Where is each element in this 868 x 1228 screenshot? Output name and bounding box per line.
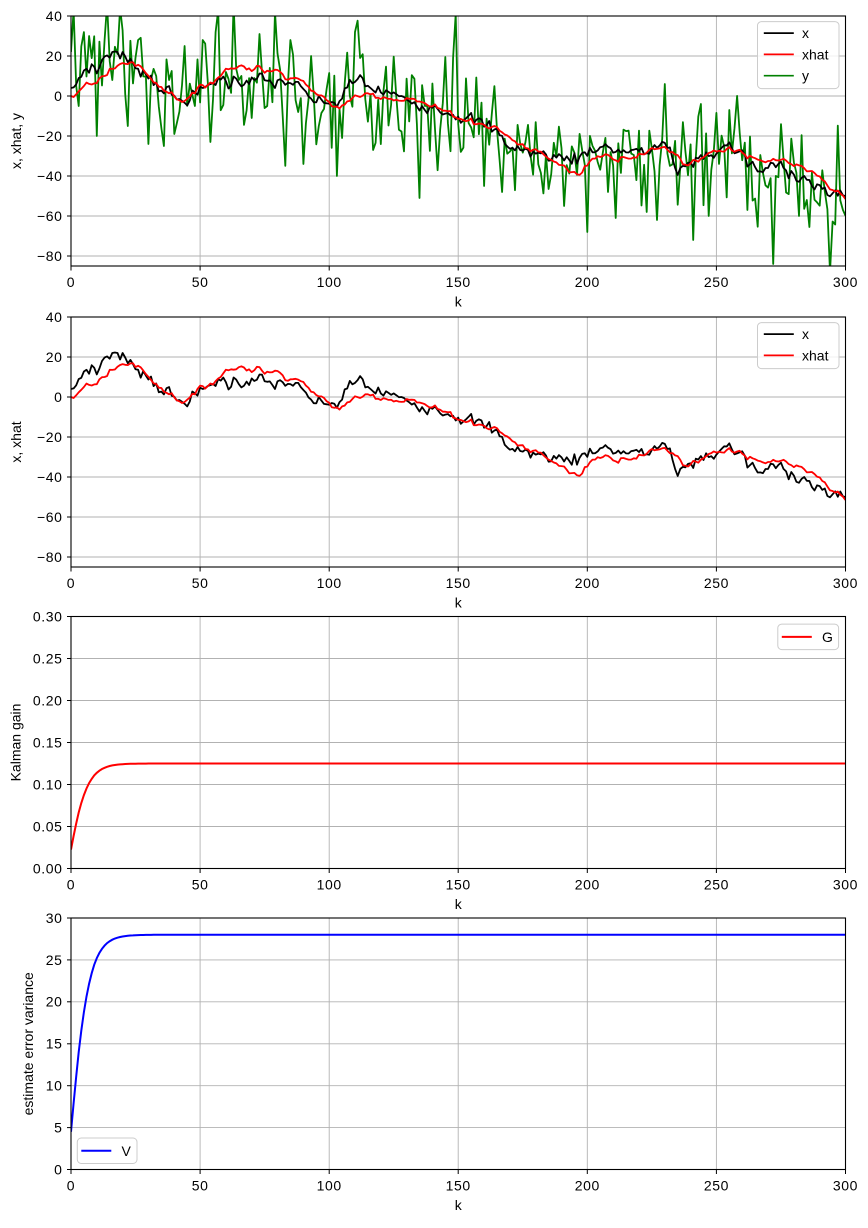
svg-text:k: k	[455, 294, 463, 310]
svg-text:estimate error variance: estimate error variance	[20, 972, 36, 1115]
svg-text:100: 100	[317, 1178, 342, 1194]
svg-text:250: 250	[704, 1178, 729, 1194]
svg-text:50: 50	[192, 877, 209, 893]
svg-text:100: 100	[317, 877, 342, 893]
svg-text:250: 250	[704, 575, 729, 591]
svg-text:250: 250	[704, 274, 729, 290]
svg-text:150: 150	[446, 575, 471, 591]
svg-text:xhat: xhat	[802, 46, 829, 62]
svg-text:20: 20	[46, 349, 63, 365]
svg-text:300: 300	[833, 877, 858, 893]
svg-text:0: 0	[67, 274, 75, 290]
svg-text:50: 50	[192, 575, 209, 591]
svg-text:25: 25	[46, 952, 63, 968]
svg-text:−60: −60	[37, 208, 63, 224]
svg-text:x: x	[802, 326, 809, 342]
svg-text:0.20: 0.20	[33, 692, 63, 708]
svg-text:x, xhat, y: x, xhat, y	[8, 113, 24, 169]
svg-text:30: 30	[46, 910, 63, 926]
svg-text:−60: −60	[37, 509, 63, 525]
svg-text:x, xhat: x, xhat	[8, 421, 24, 462]
svg-text:−80: −80	[37, 248, 63, 264]
svg-text:−40: −40	[37, 168, 63, 184]
svg-text:50: 50	[192, 274, 209, 290]
svg-text:150: 150	[446, 1178, 471, 1194]
svg-text:0.15: 0.15	[33, 734, 63, 750]
svg-text:0: 0	[54, 389, 62, 405]
svg-text:300: 300	[833, 274, 858, 290]
svg-text:20: 20	[46, 994, 63, 1010]
svg-text:0: 0	[67, 1178, 75, 1194]
svg-text:0.30: 0.30	[33, 608, 63, 624]
svg-text:0: 0	[54, 1161, 62, 1177]
svg-text:0.10: 0.10	[33, 776, 63, 792]
svg-text:k: k	[455, 595, 463, 611]
svg-text:40: 40	[46, 8, 63, 24]
svg-text:0: 0	[67, 877, 75, 893]
svg-text:250: 250	[704, 877, 729, 893]
svg-text:0: 0	[67, 575, 75, 591]
svg-text:0: 0	[54, 88, 62, 104]
svg-text:15: 15	[46, 1036, 63, 1052]
svg-text:−40: −40	[37, 469, 63, 485]
svg-text:−80: −80	[37, 549, 63, 565]
svg-text:40: 40	[46, 309, 63, 325]
svg-text:150: 150	[446, 877, 471, 893]
svg-text:x: x	[802, 25, 809, 41]
svg-text:y: y	[802, 68, 809, 84]
svg-text:100: 100	[317, 274, 342, 290]
svg-text:200: 200	[575, 1178, 600, 1194]
svg-text:200: 200	[575, 274, 600, 290]
svg-text:300: 300	[833, 575, 858, 591]
svg-text:0.25: 0.25	[33, 650, 63, 666]
svg-text:−20: −20	[37, 128, 63, 144]
svg-text:k: k	[455, 896, 463, 912]
svg-text:150: 150	[446, 274, 471, 290]
svg-text:0.05: 0.05	[33, 818, 63, 834]
svg-text:5: 5	[54, 1120, 62, 1136]
svg-text:0.00: 0.00	[33, 860, 63, 876]
svg-text:100: 100	[317, 575, 342, 591]
svg-text:10: 10	[46, 1078, 63, 1094]
svg-text:−20: −20	[37, 429, 63, 445]
svg-text:V: V	[122, 1143, 132, 1159]
svg-text:Kalman gain: Kalman gain	[8, 704, 24, 782]
svg-text:300: 300	[833, 1178, 858, 1194]
svg-text:200: 200	[575, 575, 600, 591]
svg-text:200: 200	[575, 877, 600, 893]
svg-text:G: G	[822, 629, 833, 645]
svg-text:50: 50	[192, 1178, 209, 1194]
svg-text:k: k	[455, 1197, 463, 1213]
svg-text:xhat: xhat	[802, 347, 829, 363]
svg-text:20: 20	[46, 48, 63, 64]
